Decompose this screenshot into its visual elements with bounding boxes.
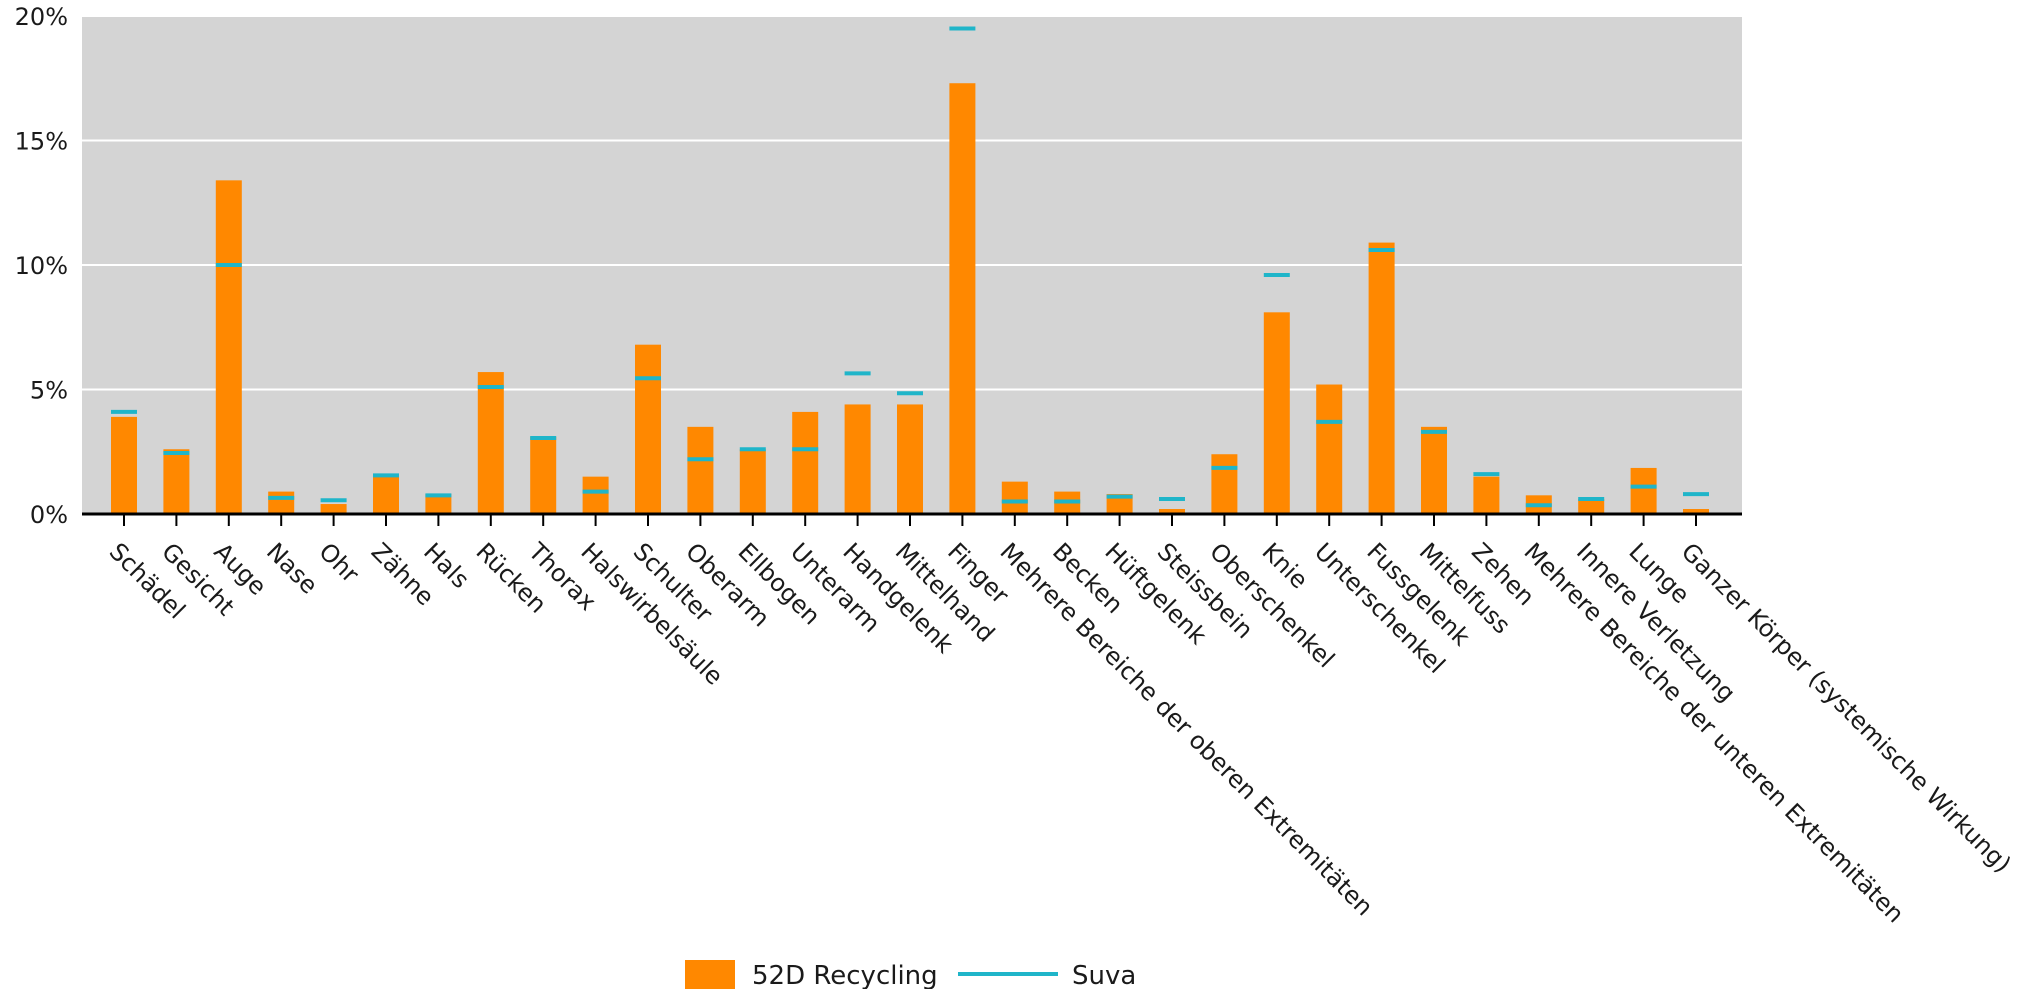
grid-lines: [82, 15, 1742, 391]
bar-oberarm: [687, 426, 714, 514]
markers: [111, 26, 1709, 508]
bar-ganzer-korper-systemische-wirkung: [1683, 509, 1709, 514]
bar-zehen: [1473, 476, 1500, 514]
legend-label-suva: Suva: [1072, 961, 1136, 989]
y-tick-label-15: 15%: [15, 128, 68, 156]
y-tick-labels: 0% 5% 10% 15% 20%: [15, 3, 68, 529]
bar-innere-verletzung: [1578, 499, 1605, 514]
legend-label-52d-recycling: 52D Recycling: [752, 961, 938, 989]
y-tick-label-10: 10%: [15, 252, 68, 280]
bar-ohr: [320, 504, 347, 514]
bar-thorax: [530, 436, 557, 514]
bar-zahne: [373, 474, 399, 514]
bar-auge: [215, 180, 242, 514]
bar-halswirbelsaule: [582, 476, 609, 514]
bar-hals: [425, 494, 452, 514]
bar-nase: [268, 491, 295, 514]
bar-unterschenkel: [1316, 384, 1343, 514]
bar-schulter: [635, 344, 661, 514]
bar-unterarm: [792, 411, 819, 514]
bar-oberschenkel: [1211, 454, 1238, 514]
bar-gesicht: [163, 449, 190, 514]
bar-rucken: [477, 372, 504, 514]
category-label-ganzer-korper-systemische-wirkung: Ganzer Körper (systemische Wirkung): [1676, 537, 2017, 878]
bar-lunge: [1630, 467, 1657, 514]
bar-huftgelenk: [1106, 494, 1133, 514]
bar-ellbogen: [739, 449, 766, 514]
legend: 52D Recycling Suva: [685, 960, 1136, 991]
bar-handgelenk: [844, 404, 871, 514]
legend-swatch-52d-recycling: [685, 960, 735, 990]
y-tick-label-0: 0%: [30, 501, 68, 529]
category-label-nase: Nase: [261, 537, 323, 599]
bar-finger: [949, 83, 976, 514]
bar-knie: [1263, 312, 1290, 514]
bar-schadel: [111, 416, 137, 514]
bar-fussgelenk: [1368, 242, 1395, 514]
bar-mehrere-bereiche-der-oberen-extremitaten: [1001, 481, 1028, 514]
bar-mittelfuss: [1421, 426, 1447, 514]
category-label-mehrere-bereiche-der-oberen-extremitaten: Mehrere Bereiche der oberen Extremitäten: [995, 537, 1379, 921]
bars: [111, 83, 1709, 514]
category-label-mehrere-bereiche-der-unteren-extremitaten: Mehrere Bereiche der unteren Extremitäte…: [1519, 537, 1910, 928]
y-tick-label-5: 5%: [30, 377, 68, 405]
bar-steissbein: [1159, 509, 1185, 514]
bar-mittelhand: [897, 404, 923, 514]
y-tick-label-20: 20%: [15, 3, 68, 31]
x-ticks: [123, 514, 1697, 526]
